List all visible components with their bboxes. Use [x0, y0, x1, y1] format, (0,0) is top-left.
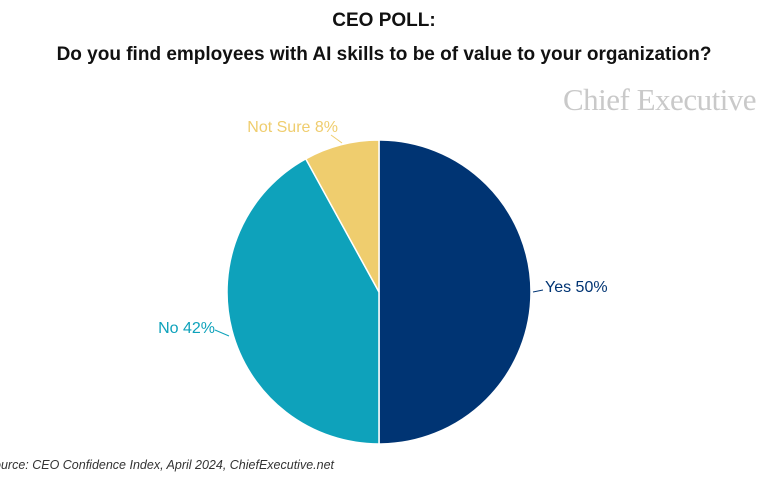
slice-label: No 42%	[158, 320, 215, 337]
source-note: ource: CEO Confidence Index, April 2024,…	[0, 458, 335, 472]
pie-slice-no	[226, 157, 380, 445]
slice-label: Not Sure 8%	[247, 119, 338, 136]
chart-subtitle: Do you find employees with AI skills to …	[56, 44, 712, 65]
chief-executive-logo: Chief Executive	[563, 82, 757, 117]
chart-title: CEO POLL:	[332, 10, 436, 31]
pie-slice-not-sure	[304, 139, 380, 293]
leader-line	[532, 289, 544, 293]
leader-line	[330, 134, 343, 144]
pie-slice-yes	[378, 139, 532, 445]
leader-line	[214, 329, 230, 337]
slice-label: Yes 50%	[545, 279, 608, 296]
